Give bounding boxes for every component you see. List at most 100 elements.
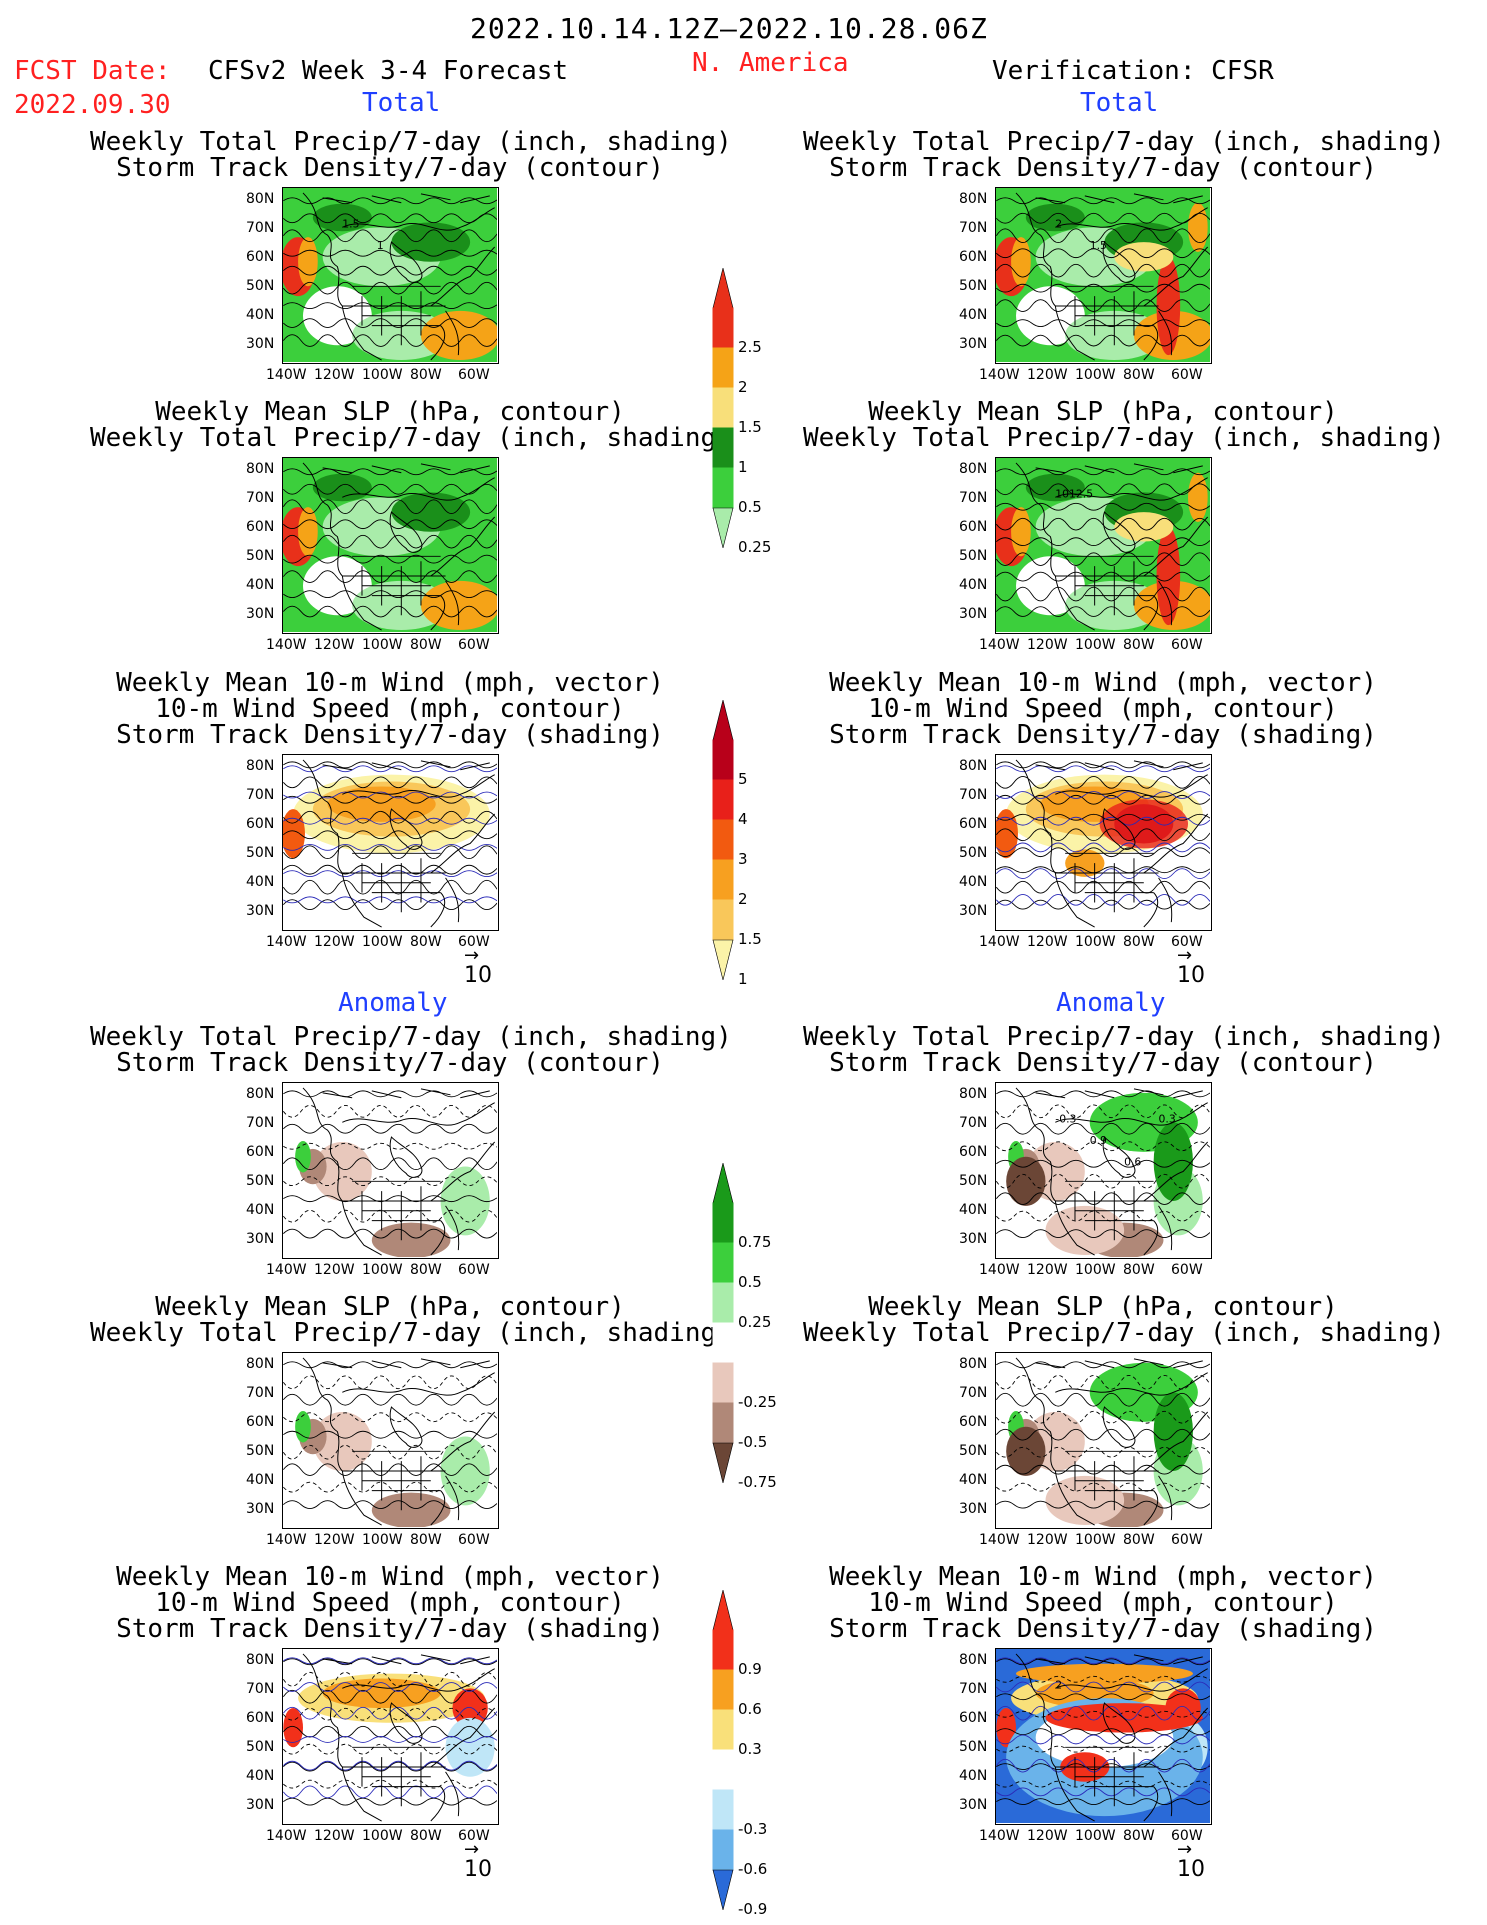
panel-title-line: Weekly Total Precip/7-day (inch, shading… [803,1318,1445,1348]
lon-tick-label: 120W [1027,637,1068,653]
lat-tick-label: 60N [959,249,988,265]
lat-tick-label: 70N [246,1681,275,1697]
lon-tick-label: 80W [1123,1532,1155,1548]
contour-lines [996,761,1210,910]
panel-title-line: 10-m Wind Speed (mph, contour) [155,1588,625,1618]
shaded-region [1188,202,1208,252]
shaded-region [1156,526,1181,626]
map-graphic [283,1083,497,1257]
lon-tick-label: 140W [266,367,307,383]
vector-reference-value: 10 [1177,963,1205,988]
map-canvas: 1012.5 [995,457,1212,634]
lon-tick-label: 120W [314,637,355,653]
panel-title-line: Storm Track Density/7-day (contour) [116,153,664,183]
shaded-region [996,809,1018,859]
lat-tick-label: 30N [246,606,275,622]
colorbar: 5 4 3 2 1.5 1 [712,699,762,988]
lon-tick-label: 60W [1171,1262,1203,1278]
region-label: N. America [692,48,849,78]
shaded-region [996,1707,1016,1748]
contour-lines [996,1090,1210,1238]
contour-label: 2 [1055,1678,1062,1691]
coastline-borders [1015,1087,1209,1256]
vector-reference-value: 10 [464,1857,492,1882]
colorbar-graphic [712,1162,734,1484]
lon-tick-label: 60W [458,367,490,383]
lon-tick-label: 120W [314,1828,355,1844]
map-graphic: 21.5 [996,188,1210,362]
lat-tick-label: 80N [959,191,988,207]
colorbar-cap-bottom [712,939,734,981]
colorbar-swatch [712,1789,734,1831]
colorbar-label: 0.6 [738,1700,762,1718]
shaded-region [371,1222,451,1257]
lat-tick-label: 50N [959,1443,988,1459]
shaded-region [283,809,305,859]
lat-tick-label: 40N [246,307,275,323]
lat-tick-label: 30N [959,1501,988,1517]
lat-tick-label: 30N [959,1797,988,1813]
lon-tick-label: 140W [979,1532,1020,1548]
lat-tick-label: 50N [959,845,988,861]
lon-tick-label: 140W [979,367,1020,383]
panel-title-line: Storm Track Density/7-day (contour) [829,1048,1377,1078]
coastline-borders [302,1087,496,1256]
shaded-region [1045,1475,1125,1526]
lat-tick-label: 30N [959,1231,988,1247]
lat-tick-label: 70N [959,1115,988,1131]
lat-tick-label: 80N [246,1652,275,1668]
lat-tick-label: 30N [246,336,275,352]
lat-tick-label: 50N [246,1173,275,1189]
colorbar-label: 1 [738,458,748,476]
lat-tick-label: 40N [959,1472,988,1488]
colorbar-graphic [712,267,734,549]
colorbar-label: -0.75 [738,1473,777,1491]
lat-tick-label: 80N [959,461,988,477]
coastline-borders [1015,462,1209,631]
shaded-region [298,507,318,557]
lat-tick-label: 60N [246,1144,275,1160]
panel-title-line: Storm Track Density/7-day (contour) [829,153,1377,183]
colorbar-swatch [712,1202,734,1244]
contour-lines [283,1090,497,1239]
colorbar-label: 4 [738,810,748,828]
vector-reference: → 10 [464,1839,492,1882]
lat-tick-label: 60N [246,519,275,535]
lon-tick-label: 100W [1075,367,1116,383]
colorbar-cap-bottom [712,1442,734,1484]
colorbar-label: -0.25 [738,1393,777,1411]
lat-tick-label: 80N [246,758,275,774]
colorbar-label: 0.25 [738,1313,772,1331]
lon-tick-label: 140W [266,934,307,950]
colorbar-cap-top [712,267,734,309]
lon-tick-label: 120W [314,367,355,383]
lon-tick-label: 120W [1027,934,1068,950]
contour-lines [996,765,1210,906]
section-anomaly-left: Anomaly [338,988,448,1018]
lon-tick-label: 100W [1075,637,1116,653]
lon-tick-label: 100W [362,637,403,653]
colorbar-swatch [712,387,734,429]
lon-tick-label: 80W [410,637,442,653]
lat-tick-label: 60N [246,249,275,265]
panel-title-line: Weekly Mean 10-m Wind (mph, vector) [116,668,664,698]
colorbar-swatch [712,1709,734,1751]
map-canvas: 1.5 1 [282,187,499,364]
coastline-borders [1015,759,1209,928]
lat-tick-label: 40N [959,874,988,890]
colorbar-label: -0.6 [738,1860,768,1878]
colorbar-swatch [712,779,734,821]
shaded-region [1114,512,1174,542]
lon-tick-label: 60W [1171,1532,1203,1548]
map-canvas [282,1352,499,1529]
panel-title-line: Weekly Mean SLP (hPa, contour) [155,1292,625,1322]
contour-lines [283,197,497,347]
panel-title-line: 10-m Wind Speed (mph, contour) [155,694,625,724]
colorbar-label: 1.5 [738,930,762,948]
lat-tick-label: 50N [246,548,275,564]
shaded-region [298,237,318,287]
model-label: CFSv2 Week 3-4 Forecast [208,56,569,86]
colorbar-swatch [712,819,734,861]
map-canvas: -0.3 0.9 0.6 0.3 [995,1082,1212,1259]
map-graphic: -0.3 0.9 0.6 0.3 [996,1083,1210,1257]
